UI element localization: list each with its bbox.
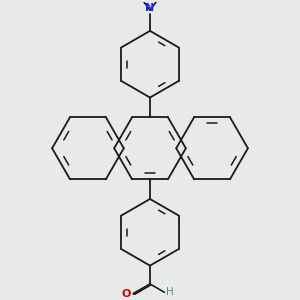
Text: N: N (146, 3, 154, 13)
Text: O: O (122, 289, 131, 299)
Text: H: H (166, 287, 174, 297)
